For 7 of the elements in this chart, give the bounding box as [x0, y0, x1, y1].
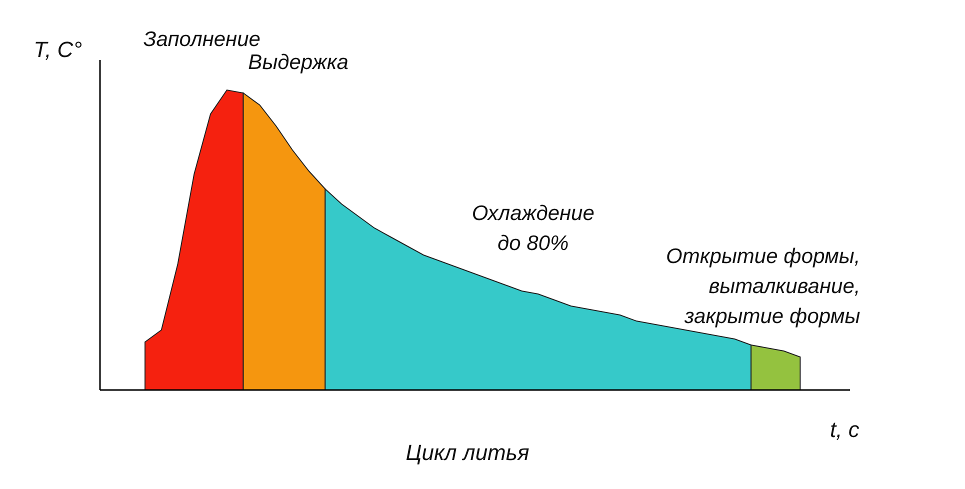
text: Цикл литья	[406, 440, 530, 465]
series-label: Выдержка	[248, 51, 348, 74]
text: Открытие формы, выталкивание, закрытие формы	[666, 245, 861, 328]
series-label: Охлаждение до 80%	[472, 202, 594, 255]
x-axis-title: t, c	[830, 417, 860, 442]
text: Заполнение	[143, 28, 260, 51]
y-axis-title: T, C°	[34, 37, 82, 62]
